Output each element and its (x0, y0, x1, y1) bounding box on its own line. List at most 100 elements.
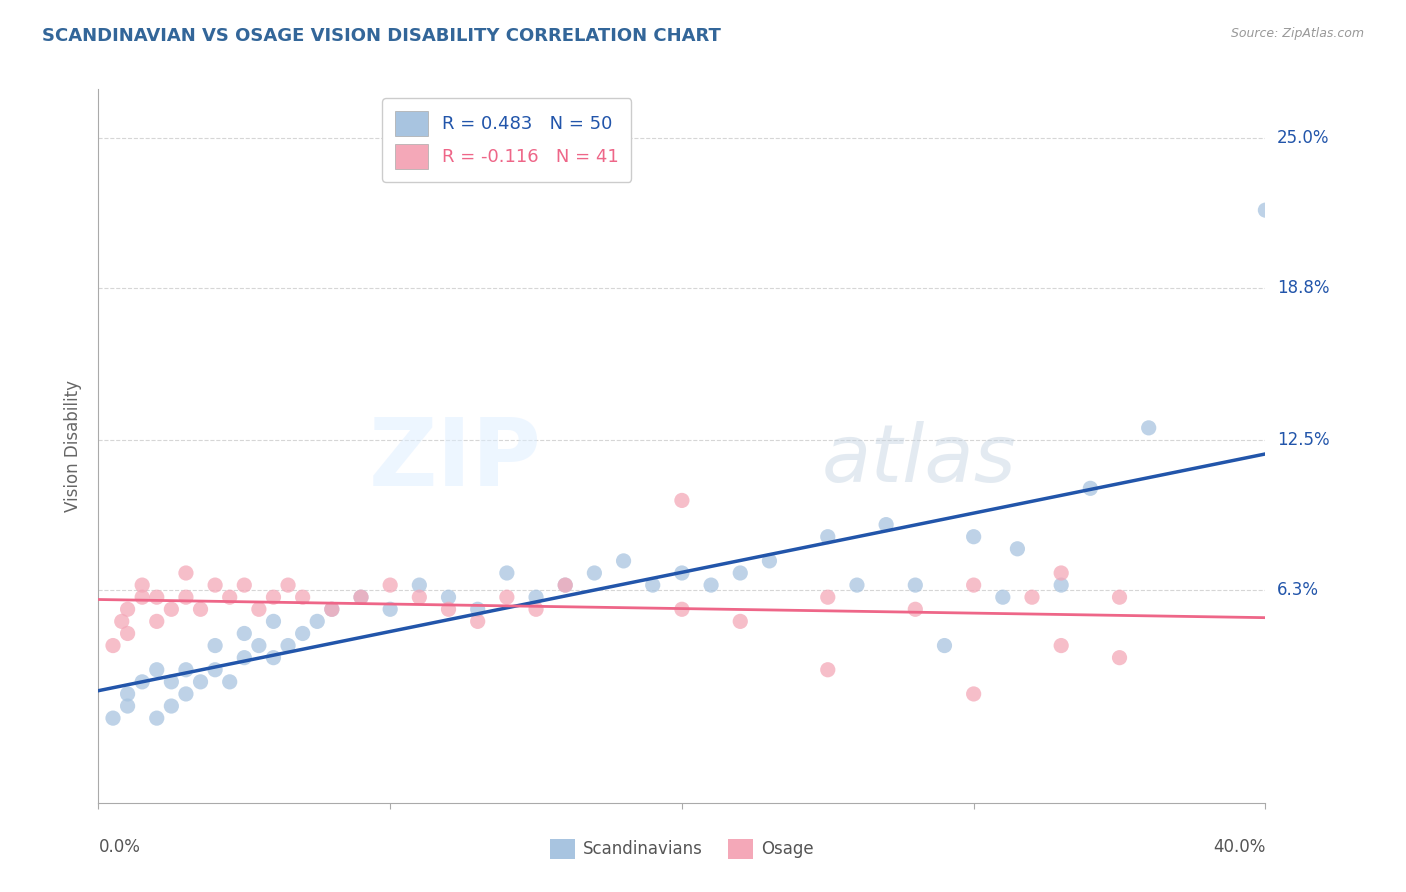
Point (174, 663, 197, 677)
Point (117, 699, 139, 714)
Point (378, 602, 402, 616)
Point (321, 602, 343, 616)
Point (131, 674, 153, 689)
Text: 25.0%: 25.0% (1277, 128, 1330, 146)
Point (204, 663, 226, 677)
Point (378, 578, 402, 592)
Point (817, 590, 839, 604)
Point (962, 687, 984, 701)
Point (1050, 639, 1073, 653)
Point (671, 566, 693, 580)
Point (641, 578, 664, 592)
Point (467, 615, 489, 629)
Point (146, 590, 169, 604)
Point (1021, 590, 1043, 604)
Point (875, 517, 897, 532)
Point (218, 674, 240, 689)
Point (146, 663, 169, 677)
Point (233, 578, 256, 592)
Point (904, 578, 927, 592)
Point (247, 639, 270, 653)
Point (160, 699, 183, 714)
Point (671, 602, 693, 616)
Text: 0.0%: 0.0% (98, 838, 141, 856)
Point (277, 639, 299, 653)
Point (204, 578, 226, 592)
Point (1007, 541, 1029, 556)
Point (174, 590, 197, 604)
Point (146, 615, 169, 629)
Point (247, 602, 270, 616)
Point (495, 566, 517, 580)
Point (554, 578, 576, 592)
Point (758, 554, 780, 568)
Point (218, 590, 240, 604)
Point (728, 566, 751, 580)
Point (1254, 203, 1277, 218)
Point (1050, 578, 1073, 592)
Point (131, 590, 153, 604)
Point (101, 639, 124, 653)
Point (991, 590, 1014, 604)
Point (190, 602, 212, 616)
Text: 12.5%: 12.5% (1277, 431, 1330, 449)
Point (307, 615, 329, 629)
Text: 6.3%: 6.3% (1277, 581, 1319, 599)
Point (131, 578, 153, 592)
Point (146, 711, 169, 725)
Point (671, 493, 693, 508)
Point (101, 711, 124, 725)
Y-axis label: Vision Disability: Vision Disability (65, 380, 83, 512)
Point (467, 602, 489, 616)
Point (437, 602, 460, 616)
Point (174, 566, 197, 580)
Point (262, 615, 284, 629)
Point (817, 663, 839, 677)
Point (190, 674, 212, 689)
Point (117, 602, 139, 616)
Point (524, 590, 547, 604)
Point (408, 578, 430, 592)
Point (700, 578, 723, 592)
Point (160, 602, 183, 616)
Point (583, 566, 606, 580)
Point (1108, 650, 1130, 665)
Point (233, 626, 256, 640)
Point (111, 615, 134, 629)
Text: ZIP: ZIP (368, 414, 541, 507)
Text: 40.0%: 40.0% (1213, 838, 1265, 856)
Point (262, 590, 284, 604)
Text: atlas: atlas (823, 421, 1017, 500)
Point (1108, 590, 1130, 604)
Point (1050, 566, 1073, 580)
Point (204, 639, 226, 653)
Point (554, 578, 576, 592)
Point (117, 626, 139, 640)
Point (321, 602, 343, 616)
Point (904, 602, 927, 616)
Point (233, 650, 256, 665)
Point (845, 578, 868, 592)
Point (817, 530, 839, 544)
Point (728, 615, 751, 629)
Point (174, 687, 197, 701)
Point (1080, 481, 1102, 495)
Point (262, 650, 284, 665)
Point (934, 639, 956, 653)
Point (437, 590, 460, 604)
Text: Source: ZipAtlas.com: Source: ZipAtlas.com (1230, 27, 1364, 40)
Point (291, 626, 314, 640)
Text: SCANDINAVIAN VS OSAGE VISION DISABILITY CORRELATION CHART: SCANDINAVIAN VS OSAGE VISION DISABILITY … (42, 27, 721, 45)
Point (962, 578, 984, 592)
Point (160, 674, 183, 689)
Point (350, 590, 373, 604)
Point (495, 590, 517, 604)
Point (408, 590, 430, 604)
Point (524, 602, 547, 616)
Point (117, 687, 139, 701)
Point (350, 590, 373, 604)
Point (291, 590, 314, 604)
Point (1137, 421, 1160, 435)
Point (277, 578, 299, 592)
Point (962, 530, 984, 544)
